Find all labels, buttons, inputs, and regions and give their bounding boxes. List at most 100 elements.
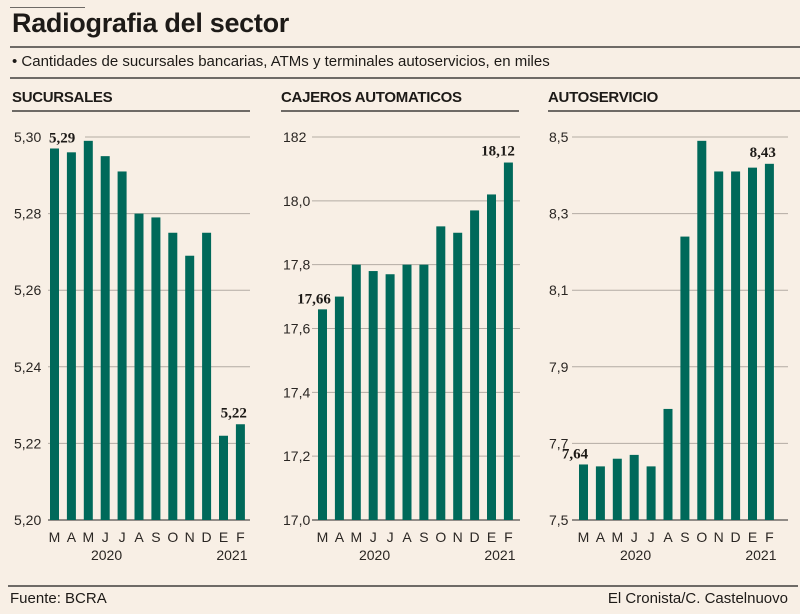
x-tick-label: S <box>151 529 160 545</box>
y-tick-label: 182 <box>283 129 307 145</box>
bar <box>595 466 605 520</box>
x-tick-label: M <box>317 529 329 545</box>
x-tick-label: F <box>504 529 513 545</box>
panel-rule-3 <box>548 110 800 112</box>
x-tick-label: N <box>453 529 463 545</box>
data-label: 18,12 <box>481 144 515 160</box>
x-tick-label: S <box>680 529 689 545</box>
panel-title-cajeros: CAJEROS AUTOMATICOS <box>281 89 462 106</box>
year-label: 2020 <box>620 547 651 563</box>
source-note: Fuente: BCRA <box>10 590 107 607</box>
bar <box>714 171 724 520</box>
bar <box>487 194 496 520</box>
x-tick-label: M <box>350 529 362 545</box>
footer-rule <box>8 585 798 587</box>
y-tick-label: 17,6 <box>283 321 310 337</box>
bar <box>334 296 344 520</box>
y-tick-label: 5,24 <box>14 359 41 375</box>
data-label: 5,29 <box>49 130 75 146</box>
x-tick-label: J <box>119 529 126 545</box>
y-tick-label: 5,28 <box>14 206 41 222</box>
x-tick-label: N <box>185 529 195 545</box>
bar <box>764 163 774 520</box>
year-label: 2021 <box>745 547 776 563</box>
panel-rule-2 <box>281 110 519 112</box>
bar <box>680 236 690 520</box>
x-tick-label: O <box>696 529 707 545</box>
panel-rule-1 <box>12 110 250 112</box>
data-label: 8,43 <box>750 145 776 161</box>
bar <box>470 210 480 521</box>
y-tick-label: 7,9 <box>549 359 569 375</box>
subtitle-rule <box>10 77 800 79</box>
bar <box>419 264 429 520</box>
y-tick-label: 17,4 <box>283 384 310 400</box>
y-tick-label: 7,7 <box>549 435 569 451</box>
x-tick-label: O <box>435 529 446 545</box>
y-tick-label: 17,8 <box>283 257 310 273</box>
bar <box>748 167 757 520</box>
bar <box>50 148 59 521</box>
data-label: 5,22 <box>221 405 247 421</box>
x-tick-label: M <box>49 529 61 545</box>
x-tick-label: A <box>402 529 412 545</box>
bar <box>185 255 195 521</box>
bar <box>503 162 513 521</box>
bar <box>697 140 707 520</box>
y-tick-label: 7,5 <box>549 512 569 528</box>
bar <box>134 213 144 520</box>
y-tick-label: 5,30 <box>14 129 41 145</box>
x-tick-label: A <box>134 529 144 545</box>
x-tick-label: M <box>611 529 623 545</box>
year-label: 2021 <box>484 547 515 563</box>
title-rule <box>10 46 800 48</box>
x-tick-label: S <box>419 529 428 545</box>
bar <box>219 435 228 520</box>
y-tick-label: 18,0 <box>283 193 310 209</box>
y-tick-label: 5,22 <box>14 435 41 451</box>
bar <box>151 217 161 520</box>
bar <box>202 232 212 520</box>
x-tick-label: A <box>596 529 606 545</box>
credit-note: El Cronista/C. Castelnuovo <box>607 590 788 607</box>
x-tick-label: E <box>748 529 757 545</box>
year-label: 2021 <box>216 547 247 563</box>
x-tick-label: O <box>167 529 178 545</box>
bar <box>629 454 639 520</box>
year-label: 2020 <box>91 547 122 563</box>
bar <box>385 274 395 520</box>
panel-title-sucursales: SUCURSALES <box>12 89 113 106</box>
y-tick-label: 5,26 <box>14 282 41 298</box>
y-tick-label: 8,1 <box>549 282 569 298</box>
x-tick-label: D <box>731 529 741 545</box>
x-tick-label: F <box>236 529 245 545</box>
x-tick-label: A <box>335 529 345 545</box>
bar <box>612 458 622 520</box>
data-label: 17,66 <box>297 291 331 307</box>
panel-title-autoservicio: AUTOSERVICIO <box>548 89 659 106</box>
chart-title: Radiografia del sector <box>12 8 289 38</box>
x-tick-label: J <box>102 529 109 545</box>
bar <box>402 264 412 520</box>
bar <box>100 156 110 520</box>
bar <box>318 309 327 520</box>
bar <box>731 171 741 520</box>
y-tick-label: 5,20 <box>14 512 41 528</box>
x-tick-label: M <box>82 529 94 545</box>
x-tick-label: E <box>487 529 496 545</box>
x-tick-label: J <box>387 529 394 545</box>
bar <box>646 466 656 520</box>
x-tick-label: F <box>765 529 774 545</box>
bar <box>83 140 93 520</box>
y-tick-label: 8,5 <box>549 129 569 145</box>
x-tick-label: A <box>67 529 77 545</box>
x-tick-label: J <box>631 529 638 545</box>
x-tick-label: J <box>370 529 377 545</box>
chart-subtitle: • Cantidades de sucursales bancarias, AT… <box>12 53 550 70</box>
x-tick-label: N <box>714 529 724 545</box>
y-tick-label: 17,0 <box>283 512 310 528</box>
x-tick-label: D <box>470 529 480 545</box>
bar <box>436 226 446 520</box>
